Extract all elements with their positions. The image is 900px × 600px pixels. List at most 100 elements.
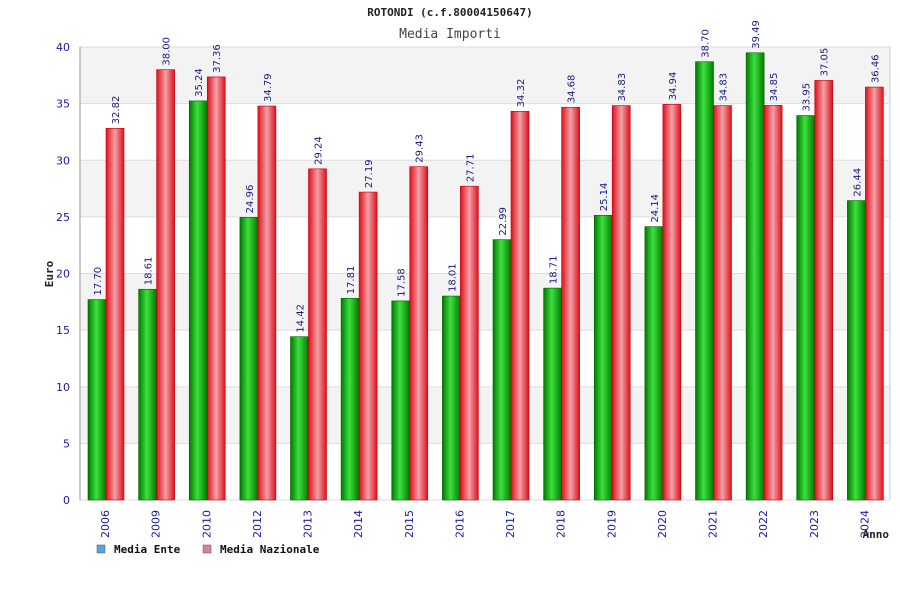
x-tick-label: 2014	[352, 510, 365, 538]
x-tick-label: 2024	[858, 510, 871, 538]
bar-media-nazionale-2017	[510, 111, 530, 501]
x-tick-label: 2016	[453, 510, 466, 538]
data-label: 27.71	[465, 154, 476, 183]
data-label: 35.24	[194, 68, 205, 97]
bar-media-ente-2018	[543, 287, 562, 501]
bar-media-ente-2006	[87, 299, 107, 501]
x-tick-label: 2017	[504, 510, 517, 538]
data-label: 29.24	[314, 136, 325, 165]
bar-media-ente-2020	[644, 226, 664, 501]
x-tick-label: 2013	[302, 510, 315, 538]
bars	[87, 52, 884, 501]
data-label: 18.61	[144, 257, 155, 286]
data-label: 22.99	[498, 207, 509, 236]
bar-media-nazionale-2023	[814, 80, 834, 501]
data-label: 34.79	[263, 73, 274, 102]
data-label: 34.94	[668, 72, 679, 101]
data-label: 34.32	[516, 79, 527, 108]
data-labels: 17.70 32.82 18.61 38.00 35.24 37.36 24.96 34.79…	[93, 20, 881, 333]
data-label: 29.43	[415, 134, 426, 163]
y-tick-label: 35	[56, 98, 70, 111]
data-label: 25.14	[599, 183, 610, 212]
data-label: 39.49	[751, 20, 762, 49]
bar-media-nazionale-2018	[561, 106, 580, 501]
x-tick-label: 2018	[555, 510, 568, 538]
y-tick-label: 15	[56, 324, 70, 337]
bar-media-ente-2010	[188, 100, 208, 501]
legend-swatch	[202, 544, 212, 554]
bar-media-ente-2023	[796, 115, 816, 501]
x-tick-label: 2012	[251, 510, 264, 538]
bar-media-ente-2024	[847, 200, 866, 501]
data-label: 17.81	[346, 266, 357, 295]
bar-media-ente-2019	[593, 214, 613, 501]
data-label: 34.83	[617, 73, 628, 102]
bar-media-ente-2016	[442, 295, 461, 501]
bar-media-ente-2022	[745, 52, 765, 501]
x-axis-ticks: 2006 2009 2010 2012 2013 2014 2015 2016 2017 2018…	[99, 510, 871, 538]
data-label: 24.14	[650, 194, 661, 223]
y-tick-label: 25	[56, 211, 70, 224]
bar-media-nazionale-2010	[206, 76, 226, 501]
bar-media-nazionale-2015	[409, 166, 429, 501]
x-tick-label: 2010	[200, 510, 213, 538]
bar-media-nazionale-2020	[662, 104, 682, 501]
y-axis-ticks: 0 5 10 15 20 25 30 35 40	[56, 41, 70, 507]
legend-label: Media Ente	[114, 543, 181, 556]
bar-media-ente-2021	[695, 61, 714, 501]
y-tick-label: 0	[63, 494, 70, 507]
x-tick-label: 2019	[605, 510, 618, 538]
data-label: 24.96	[245, 185, 256, 214]
bar-media-nazionale-2022	[763, 105, 783, 501]
data-label: 34.83	[719, 73, 730, 102]
data-label: 34.68	[567, 75, 578, 104]
y-tick-label: 5	[63, 437, 70, 450]
bar-media-ente-2017	[492, 239, 512, 501]
bar-media-nazionale-2006	[105, 128, 125, 501]
bar-media-ente-2013	[290, 336, 309, 501]
legend-label: Media Nazionale	[220, 543, 320, 556]
data-label: 27.19	[364, 159, 375, 188]
bar-media-nazionale-2016	[460, 185, 479, 501]
data-label: 32.82	[111, 96, 122, 125]
data-label: 18.01	[447, 263, 458, 292]
x-axis-label: Anno	[863, 528, 890, 541]
data-label: 17.70	[93, 267, 104, 296]
x-tick-label: 2006	[99, 510, 112, 538]
chart-subtitle: Media Importi	[399, 27, 501, 42]
y-tick-label: 10	[56, 381, 70, 394]
chart-title: ROTONDI (c.f.80004150647)	[367, 6, 533, 19]
data-label: 26.44	[852, 168, 863, 197]
bar-media-nazionale-2024	[865, 86, 884, 501]
data-label: 37.36	[212, 44, 223, 73]
bar-media-ente-2009	[138, 288, 157, 501]
x-tick-label: 2022	[757, 510, 770, 538]
y-tick-label: 30	[56, 154, 70, 167]
bar-media-nazionale-2012	[257, 105, 277, 501]
data-label: 38.70	[701, 29, 712, 58]
x-tick-label: 2020	[656, 510, 669, 538]
x-tick-label: 2023	[808, 510, 821, 538]
x-tick-label: 2009	[150, 510, 163, 538]
data-label: 37.05	[820, 48, 831, 77]
bar-media-nazionale-2009	[156, 69, 175, 501]
x-tick-label: 2021	[707, 510, 720, 538]
bar-media-ente-2015	[391, 300, 411, 501]
data-label: 38.00	[162, 37, 173, 66]
bar-media-nazionale-2013	[308, 168, 327, 501]
x-tick-label: 2015	[403, 510, 416, 538]
bar-media-nazionale-2021	[713, 105, 732, 501]
data-label: 34.85	[769, 73, 780, 102]
y-axis-label: Euro	[43, 260, 56, 287]
legend-swatch	[96, 544, 106, 554]
data-label: 36.46	[870, 54, 881, 83]
data-label: 17.58	[397, 268, 408, 297]
bar-media-ente-2012	[239, 217, 259, 501]
legend: Media Ente Media Nazionale	[96, 543, 320, 556]
bar-media-nazionale-2019	[611, 105, 631, 501]
bar-media-ente-2014	[340, 298, 360, 501]
y-tick-label: 40	[56, 41, 70, 54]
bar-media-nazionale-2014	[358, 191, 378, 501]
